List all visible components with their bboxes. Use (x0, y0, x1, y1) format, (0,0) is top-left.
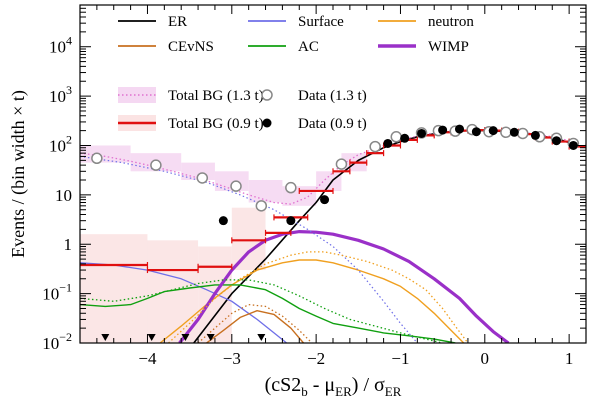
data-point-13t (335, 158, 348, 170)
data-point-09t (471, 127, 481, 137)
upper-limit-marker (101, 334, 110, 341)
legend-ac-label: AC (298, 39, 319, 55)
x-axis-label: (cS2b - μER) / σER (265, 374, 402, 399)
x-tick-label: −2 (307, 349, 325, 368)
legend-wimp-label: WIMP (428, 39, 469, 55)
data-point-09t (455, 124, 464, 134)
data-point-13t (230, 180, 242, 192)
data-point-09t (383, 138, 393, 148)
data-point-09t (417, 128, 427, 138)
data-point-09t (218, 216, 228, 226)
series-brown-dotted (197, 303, 313, 343)
y-tick-label: 102 (49, 132, 72, 155)
data-point-13t (150, 159, 162, 171)
y-axis-label: Events / (bin width × t) (8, 90, 29, 258)
legend-total-bg-1-3-t-band (118, 87, 156, 103)
upper-limit-marker (147, 334, 156, 341)
x-tick-label: 0 (481, 349, 490, 368)
legend: ER Surface neutron CEvNS AC WIMP Total BG (1.3… (118, 14, 474, 132)
series-neutron (159, 259, 465, 343)
legend-total-bg-0-9-t: Total BG (0.9 t) (118, 115, 264, 132)
data-point-09t (551, 136, 561, 146)
y-tick-label: 10−1 (42, 281, 72, 304)
data-point-09t (568, 140, 578, 150)
data-point-13t (390, 131, 402, 143)
band-total-bg-09t (147, 240, 199, 343)
legend-ac: AC (248, 39, 319, 55)
legend-er: ER (118, 14, 187, 30)
data-point-09t (286, 216, 296, 226)
y-tick-label: 10 (55, 186, 72, 205)
data-points (91, 123, 580, 341)
series-wimp (178, 230, 510, 343)
data-point-13t (255, 200, 268, 212)
data-point-13t (517, 127, 529, 140)
band-total-bg-13t (80, 145, 131, 163)
band-total-bg-09t (80, 234, 148, 343)
legend-neutron-label: neutron (428, 14, 474, 30)
legend-data-1-3-t: Data (1.3 t) (261, 88, 367, 104)
legend-data-1-3-t-label: Data (1.3 t) (298, 88, 367, 104)
legend-surface: Surface (248, 14, 344, 30)
series-green-dotted (80, 279, 443, 343)
y-tick-label: 103 (49, 83, 72, 106)
data-point-09t (400, 133, 410, 143)
legend-total-bg-1-3-t: Total BG (1.3 t) (118, 87, 264, 104)
x-tick-label: −1 (391, 349, 409, 368)
x-tick-label: −3 (223, 349, 241, 368)
legend-cevns-label: CEvNS (168, 39, 214, 55)
data-point-13t (500, 126, 512, 139)
data-point-09t (509, 127, 519, 137)
axes: −4 −3 −2 −1 0 1 10−2 10−1 1 10 102 103 104 (42, 4, 587, 368)
background-bands (80, 145, 367, 343)
data-point-09t (488, 126, 498, 136)
data-point-09t (530, 130, 540, 140)
upper-limit-marker (206, 334, 215, 341)
data-point-13t (369, 140, 381, 153)
legend-data-1-3-t-marker (261, 89, 273, 101)
series-orange-dotted (168, 251, 469, 343)
y-tick-label: 104 (49, 34, 72, 57)
data-point-13t (196, 172, 209, 184)
legend-wimp: WIMP (378, 39, 469, 55)
legend-cevns: CEvNS (118, 39, 214, 55)
x-tick-label: −4 (138, 349, 157, 368)
legend-er-label: ER (168, 14, 187, 30)
band-total-bg-13t (316, 171, 342, 191)
band-total-bg-13t (248, 180, 283, 203)
y-tick-label: 10−2 (42, 330, 72, 353)
data-point-09t (320, 195, 330, 205)
legend-total-bg-1-3-t-label: Total BG (1.3 t) (168, 88, 264, 104)
series-cevns (206, 310, 305, 343)
legend-data-0-9-t: Data (0.9 t) (262, 116, 367, 132)
legend-total-bg-0-9-t-label: Total BG (0.9 t) (168, 116, 264, 132)
upper-limit-marker (257, 334, 266, 341)
series-ac (80, 284, 456, 343)
band-total-bg-09t (231, 207, 266, 271)
x-tick-label: 1 (565, 349, 574, 368)
y-tick-label: 1 (64, 235, 73, 254)
legend-data-0-9-t-label: Data (0.9 t) (298, 116, 367, 132)
series-surface (80, 262, 288, 343)
legend-surface-label: Surface (298, 14, 344, 30)
data-point-09t (438, 125, 448, 135)
data-point-13t (285, 181, 297, 194)
data-point-13t (91, 152, 103, 165)
legend-neutron: neutron (378, 14, 474, 30)
legend-data-0-9-t-marker (262, 118, 272, 128)
upper-limit-marker (181, 334, 190, 341)
